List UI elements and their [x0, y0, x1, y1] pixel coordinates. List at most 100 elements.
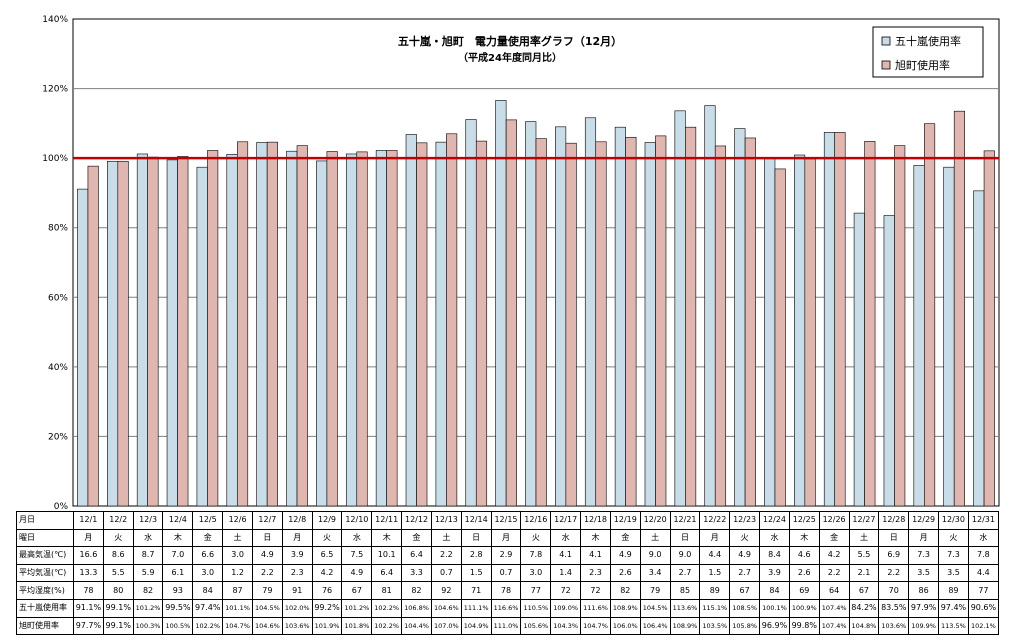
table-cell: 3.3 — [401, 563, 432, 583]
table-cell: 102.2% — [192, 616, 224, 636]
table-cell: 106.8% — [401, 598, 432, 618]
table-cell: 月 — [908, 528, 940, 548]
bar-asahimachi — [834, 132, 846, 507]
table-cell: 日 — [460, 528, 492, 548]
table-cell: 2.1 — [848, 563, 880, 583]
table-cell: 12/9 — [311, 511, 343, 530]
bar-ikarashi — [525, 121, 537, 507]
table-cell: 1.5 — [460, 563, 492, 583]
bar-asahimachi — [983, 150, 995, 507]
table-cell: 97.7% — [73, 616, 104, 636]
table-cell: 10.1 — [371, 546, 403, 565]
table-cell: 104.4% — [401, 616, 432, 636]
bar-asahimachi — [177, 156, 189, 507]
bar-ikarashi — [644, 142, 656, 507]
bar-asahimachi — [326, 151, 338, 507]
bar-ikarashi — [107, 160, 119, 507]
bar-asahimachi — [296, 145, 308, 507]
table-cell: 3.9 — [759, 563, 790, 583]
table-cell: 104.3% — [550, 616, 582, 636]
table-cell: 土 — [639, 528, 671, 548]
table-cell: 8.7 — [132, 546, 164, 565]
table-cell: 72 — [550, 581, 582, 600]
table-cell: 9.0 — [639, 546, 671, 565]
table-cell: 金 — [401, 528, 432, 548]
table-cell: 67 — [729, 581, 761, 600]
table-cell: 木 — [371, 528, 403, 548]
table-cell: 4.9 — [729, 546, 761, 565]
table-cell: 3.0 — [520, 563, 552, 583]
table-cell: 4.4 — [967, 563, 1000, 583]
table-cell: 102.2% — [371, 598, 403, 618]
table-cell: 9.0 — [669, 546, 701, 565]
table-cell: 12/7 — [251, 511, 283, 530]
table-cell: 106.4% — [639, 616, 671, 636]
table-cell: 12/25 — [788, 511, 820, 530]
table-cell: 3.9 — [281, 546, 313, 565]
bar-ikarashi — [555, 126, 567, 507]
table-cell: 12/11 — [371, 511, 403, 530]
table-cell: 67 — [848, 581, 880, 600]
table-cell: 8.4 — [759, 546, 790, 565]
table-cell: 木 — [580, 528, 611, 548]
table-cell: 6.4 — [401, 546, 432, 565]
bar-asahimachi — [924, 123, 936, 507]
bar-ikarashi — [614, 126, 626, 507]
y-tick-label: 140% — [42, 15, 68, 25]
table-cell: 12/13 — [430, 511, 462, 530]
table-cell: 103.6% — [281, 616, 313, 636]
table-cell: 71 — [460, 581, 492, 600]
table-cell: 102.2% — [371, 616, 403, 636]
row-label: 曜日 — [16, 528, 74, 548]
bar-ikarashi — [734, 128, 746, 507]
table-cell: 100.9% — [788, 598, 820, 618]
weekday-row: 曜日月火水木金土日月火水木金土日月火水木金土日月火水木金土日月火水 — [16, 528, 1000, 548]
table-cell: 69 — [788, 581, 820, 600]
table-cell: 82 — [401, 581, 432, 600]
table-cell: 4.2 — [818, 546, 850, 565]
table-cell: 4.4 — [699, 546, 731, 565]
bar-ikarashi — [973, 190, 985, 507]
table-cell: 12/5 — [192, 511, 224, 530]
table-cell: 104.6% — [430, 598, 462, 618]
bar-asahimachi — [147, 156, 159, 507]
bar-ikarashi — [943, 166, 955, 507]
row-label: 平均湿度(%) — [16, 581, 74, 600]
table-cell: 2.8 — [460, 546, 492, 565]
table-cell: 12/16 — [520, 511, 552, 530]
table-cell: 104.6% — [251, 616, 283, 636]
max-temp-row: 最高気温(℃) 16.6 8.6 8.7 7.0 6.6 3.0 4.9 3.9 6.5 7.5 10… — [16, 546, 1000, 565]
table-cell: 101.2% — [132, 598, 164, 618]
table-cell: 82 — [609, 581, 641, 600]
table-cell: 2.9 — [490, 546, 522, 565]
table-cell: 97.9% — [908, 598, 940, 618]
table-cell: 105.6% — [520, 616, 552, 636]
table-cell: 116.6% — [490, 598, 522, 618]
table-cell: 83.5% — [878, 598, 910, 618]
humidity-row: 平均湿度(%) 78 80 82 93 84 87 79 91 76 67 81 82 92 71 78 77 7… — [16, 581, 1000, 600]
table-cell: 7.5 — [341, 546, 373, 565]
table-cell: 12/24 — [759, 511, 790, 530]
bar-ikarashi — [465, 119, 477, 507]
table-cell: 12/14 — [460, 511, 492, 530]
table-cell: 日 — [878, 528, 910, 548]
table-cell: 5.5 — [102, 563, 134, 583]
table-cell: 7.8 — [967, 546, 1000, 565]
y-tick-label: 0% — [54, 502, 69, 511]
table-cell: 6.5 — [311, 546, 343, 565]
table-cell: 64 — [818, 581, 850, 600]
table-cell: 火 — [938, 528, 969, 548]
table-cell: 104.7% — [222, 616, 253, 636]
row-label: 月日 — [16, 511, 74, 530]
table-cell: 2.3 — [281, 563, 313, 583]
table-cell: 12/6 — [222, 511, 253, 530]
legend-label-asahimachi: 旭町使用率 — [895, 58, 950, 72]
avg-temp-row: 平均気温(℃) 13.3 5.5 5.9 6.1 3.0 1.2 2.2 2.3 4.2 4.9 6.… — [16, 563, 1000, 583]
row-label: 旭町使用率 — [16, 616, 74, 636]
table-cell: 100.5% — [162, 616, 194, 636]
table-cell: 99.1% — [102, 616, 134, 636]
table-cell: 12/22 — [699, 511, 731, 530]
table-cell: 90.6% — [967, 598, 1000, 618]
table-cell: 97.4% — [192, 598, 224, 618]
table-cell: 93 — [162, 581, 194, 600]
